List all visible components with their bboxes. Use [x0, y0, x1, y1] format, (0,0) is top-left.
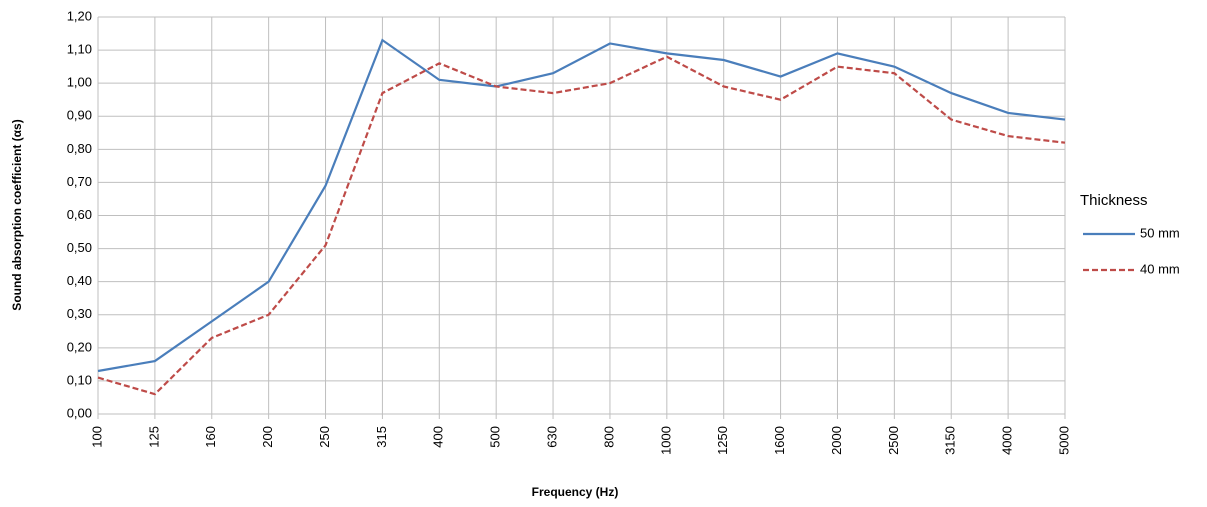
y-tick-label: 0,40 — [67, 273, 92, 288]
y-tick-label: 0,60 — [67, 207, 92, 222]
x-tick-label: 630 — [544, 426, 559, 448]
x-tick-label: 500 — [488, 426, 503, 448]
x-tick-label: 1600 — [772, 426, 787, 455]
x-tick-label: 800 — [601, 426, 616, 448]
series-line — [97, 38, 1066, 373]
y-tick-label: 1,10 — [67, 42, 92, 57]
y-tick-label: 0,70 — [67, 174, 92, 189]
x-tick-label: 1000 — [658, 426, 673, 455]
x-axis-label: Frequency (Hz) — [532, 485, 619, 499]
y-tick-label: 1,00 — [67, 75, 92, 90]
legend-label: 40 mm — [1140, 261, 1180, 276]
x-tick-label: 4000 — [1000, 426, 1015, 455]
y-axis-label: Sound absorption coefficient (αs) — [10, 119, 24, 310]
x-tick-label: 100 — [89, 426, 104, 448]
y-tick-label: 0,20 — [67, 339, 92, 354]
y-tick-label: 0,30 — [67, 306, 92, 321]
x-tick-label: 125 — [146, 426, 161, 448]
x-tick-label: 400 — [431, 426, 446, 448]
x-tick-label: 200 — [260, 426, 275, 448]
legend-label: 50 mm — [1140, 225, 1180, 240]
x-tick-label: 2000 — [829, 426, 844, 455]
y-tick-label: 0,10 — [67, 372, 92, 387]
legend-title: Thickness — [1080, 192, 1148, 209]
y-tick-label: 0,90 — [67, 108, 92, 123]
x-tick-label: 160 — [203, 426, 218, 448]
series-line — [97, 55, 1066, 396]
y-tick-label: 1,20 — [67, 8, 92, 23]
y-tick-label: 0,50 — [67, 240, 92, 255]
x-tick-label: 2500 — [886, 426, 901, 455]
x-tick-label: 5000 — [1056, 426, 1071, 455]
x-tick-label: 3150 — [943, 426, 958, 455]
x-tick-label: 250 — [317, 426, 332, 448]
x-tick-label: 315 — [374, 426, 389, 448]
x-tick-label: 1250 — [715, 426, 730, 455]
y-tick-label: 0,80 — [67, 141, 92, 156]
y-tick-label: 0,00 — [67, 405, 92, 420]
